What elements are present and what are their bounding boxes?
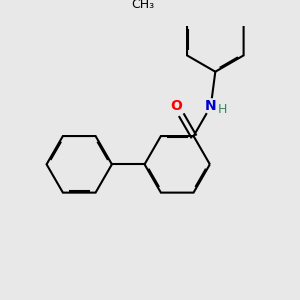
- Text: N: N: [205, 99, 217, 113]
- Text: O: O: [170, 99, 182, 113]
- Text: CH₃: CH₃: [131, 0, 154, 11]
- Text: H: H: [218, 103, 227, 116]
